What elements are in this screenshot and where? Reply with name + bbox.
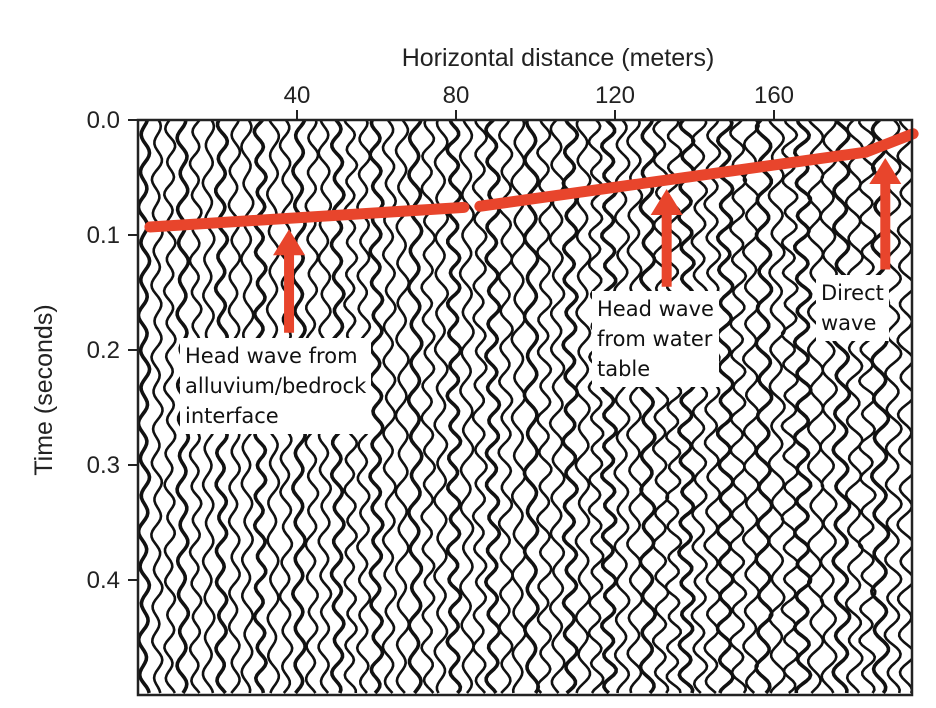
- first-arrival-picks: [144, 128, 919, 233]
- seismic-trace: [510, 120, 527, 694]
- pick-line-head-wave-water-table: [474, 146, 871, 212]
- pick-line-head-wave-alluvium-bedrock: [144, 201, 470, 233]
- seismic-trace: [831, 120, 852, 694]
- label-line: wave: [821, 311, 877, 335]
- x-axis-ticks: 40 80 120 160: [284, 82, 794, 120]
- plot-frame: [136, 118, 914, 697]
- seismic-trace: [587, 120, 605, 694]
- seismic-trace: [728, 120, 748, 694]
- seismic-trace: [857, 120, 877, 694]
- y-tick-label: 0.0: [87, 107, 120, 134]
- x-tick-label: 160: [754, 82, 794, 109]
- label-line: alluvium/bedrock: [185, 374, 367, 398]
- seismic-trace: [484, 120, 502, 695]
- label-line: Direct: [821, 281, 884, 305]
- seismic-trace: [522, 120, 541, 694]
- seismic-trace: [767, 120, 787, 694]
- label-line: from water: [597, 327, 713, 351]
- y-axis-title: Time (seconds): [30, 304, 58, 475]
- seismic-trace: [613, 120, 631, 694]
- seismic-trace: [471, 120, 488, 694]
- x-tick-label: 120: [595, 82, 635, 109]
- arrow-head-alluvium: [273, 229, 306, 256]
- arrow-head-water_table: [650, 189, 683, 215]
- seismic-trace: [445, 120, 463, 695]
- seismic-trace: [433, 120, 450, 694]
- label-line: table: [597, 357, 651, 381]
- seismic-trace: [497, 120, 514, 694]
- seismic-trace: [741, 120, 761, 694]
- x-tick-label: 40: [284, 82, 311, 109]
- seismic-trace: [138, 120, 152, 694]
- seismic-trace: [844, 120, 864, 694]
- seismic-trace: [690, 120, 709, 694]
- seismic-trace: [754, 120, 774, 695]
- y-tick-label: 0.4: [87, 567, 120, 594]
- seismic-trace: [420, 120, 437, 694]
- seismic-trace: [458, 120, 475, 694]
- label-direct-wave: Direct wave: [816, 275, 889, 341]
- arrow-head-direct: [869, 157, 902, 184]
- seismic-trace: [536, 120, 553, 694]
- label-head-wave-alluvium: Head wave from alluvium/bedrock interfac…: [180, 338, 372, 434]
- seismic-trace: [715, 120, 735, 694]
- x-axis-title: Horizontal distance (meters): [402, 44, 715, 72]
- pick-line-direct-wave: [859, 128, 919, 158]
- y-tick-label: 0.1: [87, 222, 120, 249]
- seismic-trace: [792, 120, 813, 693]
- seismic-trace: [548, 120, 566, 694]
- seismic-trace: [819, 120, 838, 694]
- seismic-trace: [780, 120, 800, 695]
- seismic-trace: [600, 120, 618, 695]
- seismic-trace: [150, 120, 164, 694]
- label-line: Head wave from: [185, 344, 358, 368]
- y-axis-ticks: 0.0 0.1 0.2 0.3 0.4: [87, 107, 138, 594]
- y-tick-label: 0.2: [87, 337, 120, 364]
- label-line: interface: [185, 404, 279, 428]
- seismic-trace: [638, 120, 657, 695]
- annotation-arrows: [273, 157, 902, 333]
- label-head-wave-water-table: Head wave from water table: [592, 291, 719, 387]
- seismic-trace: [677, 120, 696, 694]
- seismic-trace: [162, 120, 177, 694]
- y-tick-label: 0.3: [87, 452, 120, 479]
- seismic-trace: [574, 120, 592, 694]
- seismic-trace: [561, 120, 580, 695]
- label-line: Head wave: [597, 297, 714, 321]
- x-tick-label: 80: [443, 82, 470, 109]
